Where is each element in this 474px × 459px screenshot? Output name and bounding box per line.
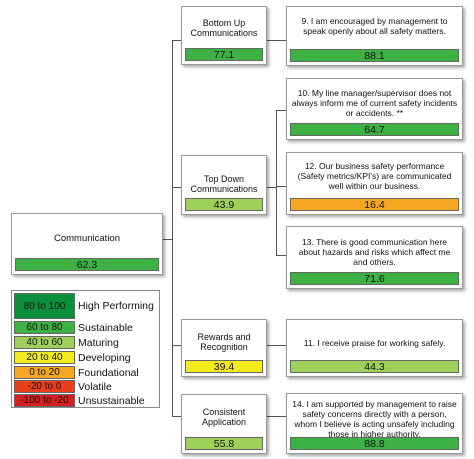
question-label: 10. My line manager/supervisor does not …	[291, 88, 458, 118]
question-score: 64.7	[290, 123, 459, 136]
legend-row-unsustainable: -100 to -20 Unsustainable	[14, 394, 157, 407]
connector-cat-rewards	[172, 345, 181, 346]
legend-label: Unsustainable	[78, 394, 145, 407]
category-label: Top Down Communications	[190, 174, 258, 194]
question-14: 14. I am supported by management to rais…	[286, 393, 463, 454]
connector-q14	[267, 416, 286, 417]
question-11: 11. I receive praise for working safely.…	[286, 319, 463, 377]
connector-cat-consistent	[172, 416, 181, 417]
category-consistent-application: Consistent Application 55.8	[181, 394, 267, 454]
connector-trunk	[172, 40, 173, 417]
connector-topdown-trunk	[276, 110, 277, 255]
question-label: 11. I receive praise for working safely.	[303, 338, 446, 348]
connector-q10	[276, 110, 286, 111]
category-label: Consistent Application	[201, 407, 247, 427]
legend-label: Maturing	[78, 336, 119, 349]
connector-q12	[276, 186, 286, 187]
legend-label: High Performing	[78, 300, 154, 312]
category-score: 55.8	[185, 437, 263, 450]
legend-row-volatile: -20 to 0 Volatile	[14, 380, 157, 393]
legend-range: 80 to 100	[14, 293, 75, 319]
category-score: 77.1	[185, 48, 263, 61]
connector-root	[163, 239, 173, 240]
legend-range: 60 to 80	[14, 321, 75, 334]
legend-row-sustainable: 60 to 80 Sustainable	[14, 321, 157, 334]
legend-row-foundational: 0 to 20 Foundational	[14, 366, 157, 379]
legend-range: -100 to -20	[14, 394, 75, 407]
legend-label: Volatile	[78, 380, 112, 393]
question-10: 10. My line manager/supervisor does not …	[286, 78, 463, 140]
category-rewards-and-recognition: Rewards and Recognition 39.4	[181, 319, 267, 377]
question-score: 71.6	[290, 272, 459, 285]
connector-q9	[267, 40, 286, 41]
question-score: 16.4	[290, 198, 459, 211]
question-label: 12. Our business safety performance (Saf…	[297, 161, 452, 191]
score-legend: 80 to 100 High Performing 60 to 80 Susta…	[11, 290, 160, 408]
root-score: 62.3	[15, 258, 159, 271]
category-score: 43.9	[185, 198, 263, 211]
connector-q13	[276, 255, 286, 256]
question-score: 44.3	[290, 360, 459, 373]
question-label: 14. I am supported by management to rais…	[292, 399, 457, 439]
question-score: 88.1	[290, 49, 459, 62]
connector-cat-bottom-up	[172, 40, 181, 41]
category-top-down-communications: Top Down Communications 43.9	[181, 155, 267, 215]
category-label: Rewards and Recognition	[197, 332, 251, 352]
legend-label: Sustainable	[78, 321, 133, 334]
legend-row-high-performing: 80 to 100 High Performing	[14, 293, 157, 319]
legend-range: 0 to 20	[14, 366, 75, 379]
connector-cat-top-down	[172, 187, 181, 188]
connector-topdown-out	[267, 187, 276, 188]
legend-row-developing: 20 to 40 Developing	[14, 351, 157, 364]
category-score: 39.4	[185, 360, 263, 373]
legend-row-maturing: 40 to 60 Maturing	[14, 336, 157, 349]
question-12: 12. Our business safety performance (Saf…	[286, 152, 463, 215]
legend-label: Developing	[78, 351, 131, 364]
legend-range: -20 to 0	[14, 380, 75, 393]
question-9: 9. I am encouraged by management to spea…	[286, 6, 463, 66]
root-node-communication: Communication 62.3	[11, 213, 163, 275]
connector-q11	[267, 345, 286, 346]
category-label: Bottom Up Communications	[190, 18, 258, 38]
question-score: 88.8	[290, 437, 459, 450]
question-label: 9. I am encouraged by management to spea…	[301, 16, 448, 36]
legend-range: 20 to 40	[14, 351, 75, 364]
category-bottom-up-communications: Bottom Up Communications 77.1	[181, 6, 267, 65]
question-label: 13. There is good communication here abo…	[298, 237, 451, 267]
root-label: Communication	[54, 233, 120, 244]
legend-range: 40 to 60	[14, 336, 75, 349]
legend-label: Foundational	[78, 366, 139, 379]
question-13: 13. There is good communication here abo…	[286, 226, 463, 289]
